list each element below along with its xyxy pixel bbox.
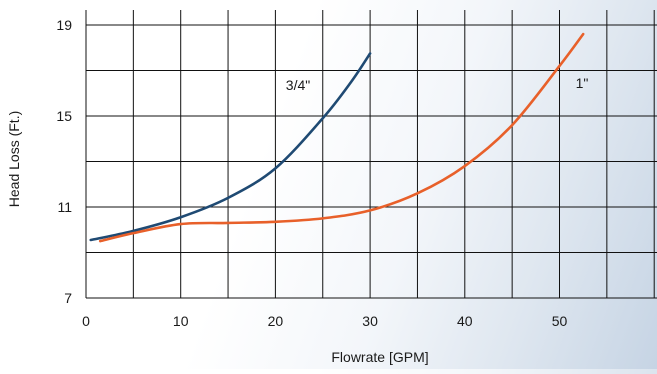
series-layer: 3/4" 1" [89, 32, 589, 243]
x-tick-label: 20 [268, 313, 284, 329]
x-tick-label: 40 [457, 313, 473, 329]
x-tick-label: 30 [362, 313, 378, 329]
grid [85, 10, 657, 299]
x-tick-label: 0 [82, 313, 90, 329]
series-label-one-inch: 1" [576, 75, 589, 91]
y-tick-label: 19 [56, 17, 72, 33]
x-axis-label: Flowrate [GPM] [331, 349, 428, 365]
x-tick-label: 10 [173, 313, 189, 329]
series-line-three-quarter-inch [89, 52, 372, 242]
series-line-one-inch [98, 32, 585, 243]
y-axis-label: Head Loss (Ft.) [6, 111, 22, 207]
y-tick-label: 7 [64, 290, 72, 306]
y-tick-label: 11 [57, 199, 72, 215]
tick-labels: 0 10 20 30 40 50 7 11 15 19 [56, 17, 567, 329]
y-tick-label: 15 [56, 108, 72, 124]
series-label-three-quarter-inch: 3/4" [286, 77, 310, 93]
x-tick-label: 50 [552, 313, 568, 329]
